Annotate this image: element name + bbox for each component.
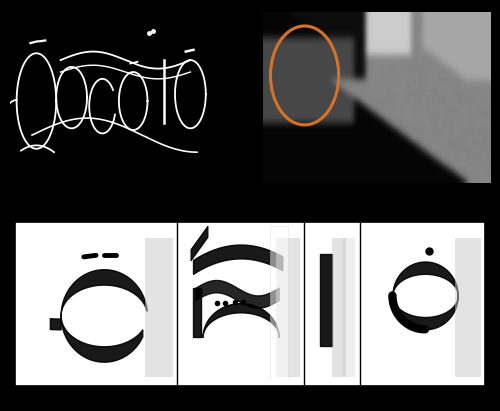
Bar xyxy=(332,238,346,377)
Bar xyxy=(270,226,288,380)
Bar xyxy=(276,238,302,377)
Text: (a): (a) xyxy=(108,195,132,210)
Text: (c): (c) xyxy=(238,403,262,411)
Bar xyxy=(342,238,355,377)
Text: (b): (b) xyxy=(364,195,388,210)
Bar xyxy=(146,238,176,377)
Bar xyxy=(456,238,483,377)
